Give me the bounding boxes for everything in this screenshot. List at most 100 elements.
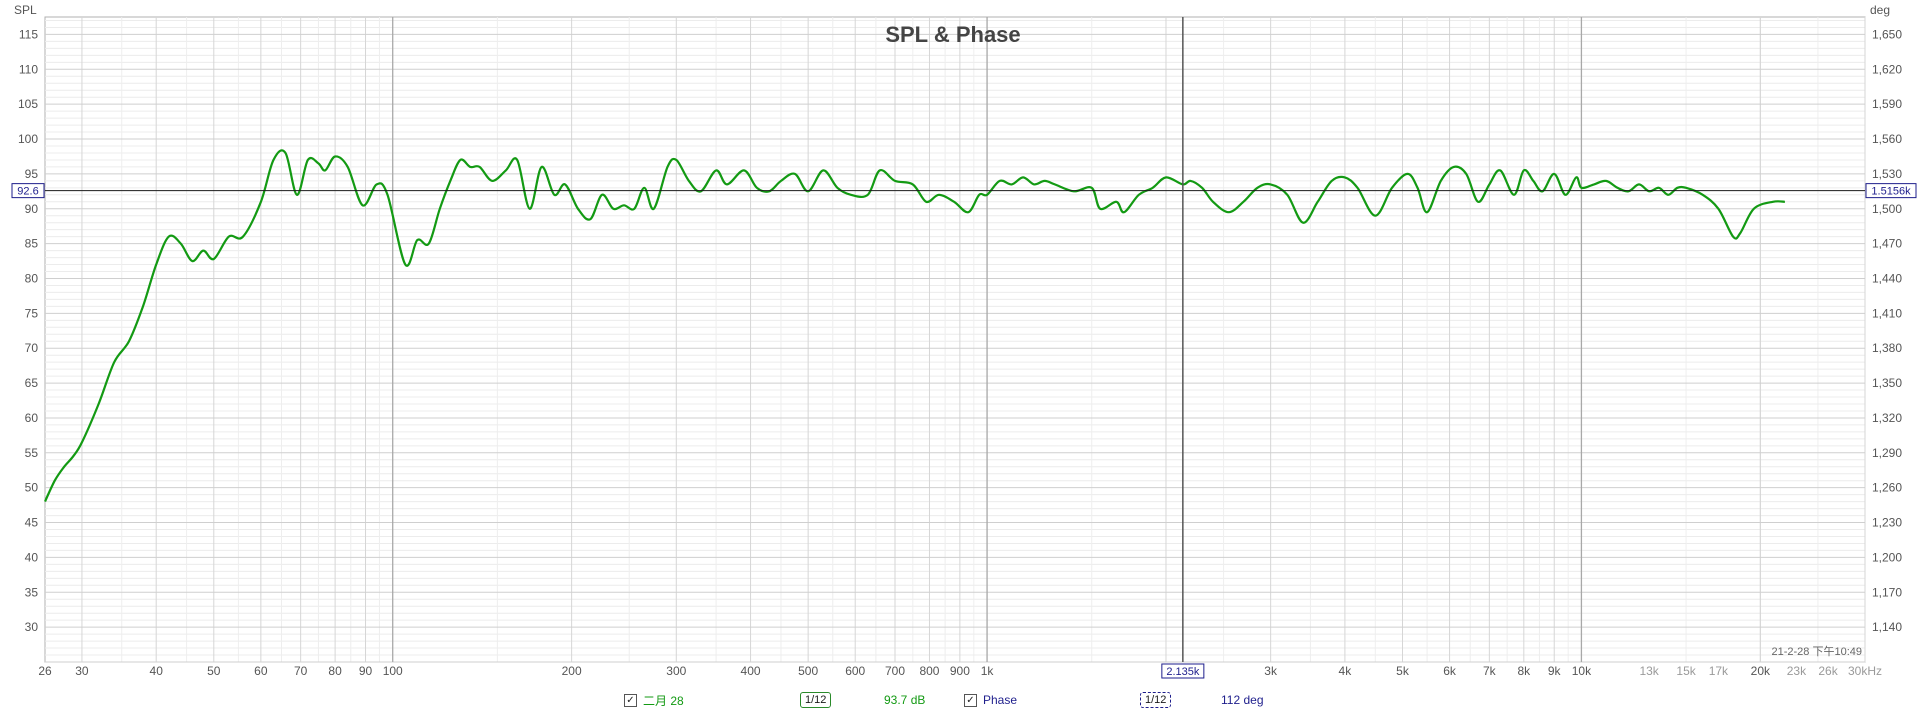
left-tick-label: 70 [25, 341, 39, 355]
x-tick-label: 600 [845, 664, 865, 678]
x-tick-label: 9k [1548, 664, 1562, 678]
legend-phase-readout: 112 deg [1221, 689, 1264, 711]
timestamp: 21-2-28 下午10:49 [1772, 645, 1863, 658]
x-tick-label: 6k [1443, 664, 1457, 678]
legend-series: ✓ 二月 28 [624, 689, 684, 711]
x-tick-label: 7k [1483, 664, 1497, 678]
left-tick-label: 80 [25, 271, 39, 285]
right-tick-label: 1,230 [1872, 516, 1902, 530]
x-tick-label: 70 [294, 664, 308, 678]
right-tick-label: 1,560 [1872, 132, 1902, 146]
svg-text:2.135k: 2.135k [1166, 666, 1200, 678]
x-tick-label: 40 [150, 664, 164, 678]
right-tick-label: 1,320 [1872, 411, 1902, 425]
series-layer [43, 149, 1785, 503]
left-tick-label: 30 [25, 620, 39, 634]
x-tick-label: 23k [1787, 664, 1807, 678]
x-tick-label: 90 [359, 664, 373, 678]
x-tick-label: 30kHz [1848, 664, 1882, 678]
x-tick-label: 60 [254, 664, 268, 678]
spl-readout: 93.7 dB [884, 693, 926, 707]
smoothing-selector[interactable]: 1/12 [800, 692, 832, 708]
x-axis: 26 30 40 50 60 70 80 90 100 200 300 400 500 600 700 800… [38, 664, 1882, 678]
left-axis: 115 110 105 100 95 90 85 80 75 70 65 60 55 50 45 40 35 30 [18, 27, 38, 634]
x-tick-label: 800 [919, 664, 939, 678]
right-tick-label: 1,500 [1872, 202, 1902, 216]
x-tick-label: 700 [885, 664, 905, 678]
right-tick-label: 1,620 [1872, 62, 1902, 76]
left-axis-label: SPL [14, 3, 37, 17]
x-tick-label: 26k [1818, 664, 1838, 678]
chart-title: SPL & Phase [885, 22, 1020, 47]
phase-smoothing-selector[interactable]: 1/12 [1140, 692, 1172, 708]
x-tick-label: 300 [666, 664, 686, 678]
phase-readout: 112 deg [1221, 693, 1264, 707]
left-tick-label: 40 [25, 550, 39, 564]
x-tick-label: 13k [1639, 664, 1659, 678]
cursor-left-readout: 92.6 [11, 183, 45, 199]
right-tick-label: 1,350 [1872, 376, 1902, 390]
x-tick-label: 1k [981, 664, 995, 678]
legend-phase: ✓ Phase [964, 689, 1017, 711]
left-tick-label: 100 [18, 132, 38, 146]
x-tick-label: 900 [950, 664, 970, 678]
left-tick-label: 115 [19, 27, 38, 41]
left-tick-label: 65 [25, 376, 39, 390]
phase-visibility-checkbox[interactable]: ✓ [964, 693, 977, 707]
right-tick-label: 1,650 [1872, 27, 1902, 41]
svg-text:92.6: 92.6 [17, 186, 38, 198]
legend-spl-readout: 93.7 dB [884, 689, 925, 711]
left-tick-label: 60 [25, 411, 39, 425]
left-tick-label: 90 [25, 202, 39, 216]
x-tick-label: 8k [1517, 664, 1531, 678]
x-tick-label: 15k [1676, 664, 1696, 678]
right-tick-label: 1,140 [1872, 620, 1902, 634]
spl-series-line [43, 149, 1785, 503]
x-tick-label: 3k [1264, 664, 1278, 678]
right-axis-label: deg [1870, 3, 1890, 17]
right-tick-label: 1,410 [1872, 306, 1902, 320]
left-tick-label: 35 [25, 585, 39, 599]
left-tick-label: 50 [25, 481, 39, 495]
x-tick-label: 5k [1396, 664, 1410, 678]
right-tick-label: 1,290 [1872, 446, 1902, 460]
x-tick-label: 10k [1572, 664, 1592, 678]
x-tick-label: 30 [75, 664, 89, 678]
x-tick-label: 100 [383, 664, 403, 678]
left-tick-label: 55 [25, 446, 39, 460]
minor-grid [45, 17, 1866, 662]
legend-smoothing: 1/12 [800, 689, 832, 711]
x-tick-label: 20k [1751, 664, 1771, 678]
series-name: 二月 28 [643, 693, 684, 708]
x-tick-label: 80 [328, 664, 342, 678]
right-tick-label: 1,590 [1872, 97, 1902, 111]
x-tick-label: 50 [207, 664, 221, 678]
right-tick-label: 1,470 [1872, 237, 1902, 251]
x-tick-label: 200 [562, 664, 582, 678]
right-tick-label: 1,530 [1872, 167, 1902, 181]
left-tick-label: 105 [18, 97, 38, 111]
legend-phase-smoothing: 1/12 [1140, 689, 1172, 711]
cursor-right-readout: 1.5156k [1865, 183, 1917, 199]
right-tick-label: 1,200 [1872, 550, 1902, 564]
right-tick-label: 1,260 [1872, 481, 1902, 495]
right-tick-label: 1,440 [1872, 271, 1902, 285]
x-tick-label: 26 [38, 664, 52, 678]
x-tick-label: 400 [741, 664, 761, 678]
left-tick-label: 45 [25, 516, 39, 530]
left-tick-label: 85 [25, 237, 39, 251]
right-tick-label: 1,170 [1872, 585, 1902, 599]
cursor-frequency-readout: 2.135k [1161, 663, 1205, 679]
left-tick-label: 75 [25, 306, 39, 320]
right-axis: 1,650 1,620 1,590 1,560 1,530 1,500 1,470 1,440… [1872, 27, 1902, 634]
left-tick-label: 110 [19, 62, 38, 76]
x-tick-label: 500 [798, 664, 818, 678]
major-grid [45, 17, 1865, 663]
svg-text:1.5156k: 1.5156k [1871, 186, 1911, 198]
left-tick-label: 95 [25, 167, 39, 181]
x-tick-label: 4k [1339, 664, 1353, 678]
series-visibility-checkbox[interactable]: ✓ [624, 693, 637, 707]
phase-label: Phase [983, 693, 1018, 707]
right-tick-label: 1,380 [1872, 341, 1902, 355]
